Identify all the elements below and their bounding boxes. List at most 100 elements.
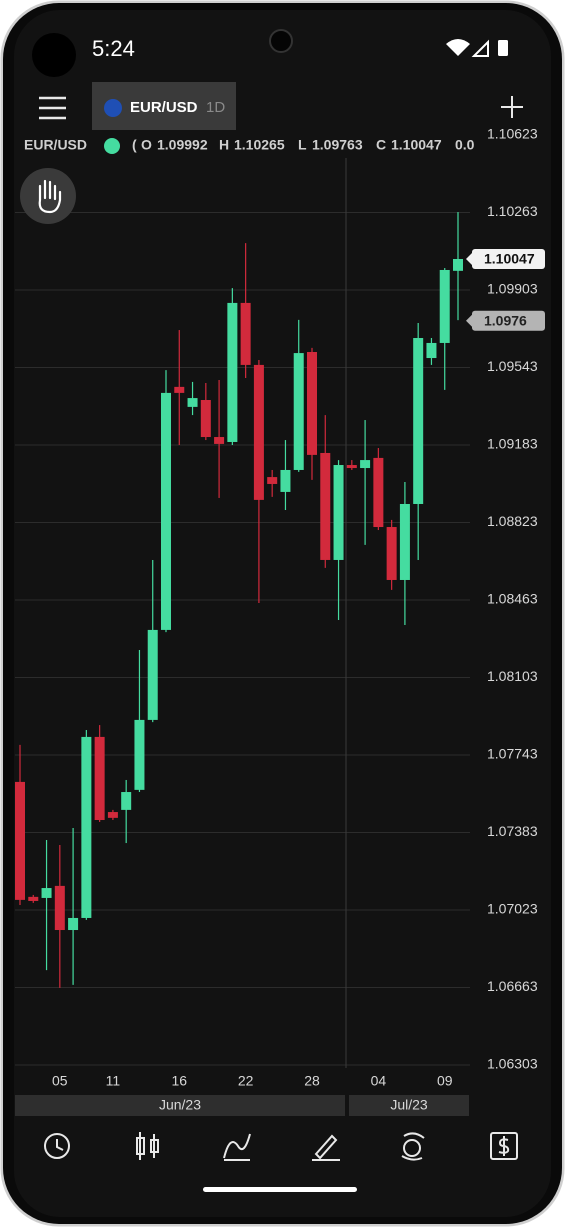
candle-body [267, 477, 278, 484]
tab-interval: 1D [206, 99, 225, 116]
price-tag-label: 1.10047 [484, 251, 535, 267]
candle-body [280, 469, 291, 492]
camera-cutout [32, 33, 76, 77]
screen [14, 10, 551, 1217]
price-tag [472, 249, 545, 269]
legend-item: 1.10047 [391, 137, 442, 153]
candle-body [293, 353, 304, 470]
candle-body [399, 503, 410, 580]
exchange-arrows [401, 1132, 425, 1161]
candle-body [439, 269, 450, 343]
price-tag-arrow [466, 253, 472, 265]
dollar-sign [498, 1136, 510, 1156]
candle-body [187, 398, 198, 407]
history-button[interactable] [44, 1133, 70, 1159]
candle-body [386, 527, 397, 580]
status-icons [446, 39, 508, 57]
x-tick-label: 09 [437, 1073, 453, 1089]
y-tick-label: 1.06663 [487, 978, 538, 994]
status-time: 5:24 [92, 36, 135, 61]
candle-body [174, 386, 185, 393]
account-button[interactable] [490, 1132, 518, 1160]
x-tick-label: 11 [106, 1073, 121, 1089]
candle-body [253, 364, 264, 500]
coin-icon [403, 1139, 421, 1157]
signal-icon [471, 39, 489, 57]
price-tag [472, 310, 545, 331]
legend-item: ( [132, 137, 137, 153]
candle-body [15, 781, 25, 900]
candle-body [333, 465, 344, 560]
candle-body [161, 392, 171, 630]
candle-body [360, 460, 371, 469]
legend-item: O [141, 137, 152, 153]
y-tick-label: 1.09903 [487, 281, 538, 297]
chart-type-button[interactable] [136, 1132, 159, 1160]
symbol-tab[interactable]: EUR/USD 1D [92, 82, 236, 130]
legend-item: C [376, 137, 386, 153]
candle-body [426, 342, 437, 359]
eu-flag [104, 99, 122, 117]
price-tag-arrow [466, 314, 472, 327]
x-tick-label: 04 [371, 1073, 387, 1089]
y-tick-label: 1.09183 [487, 436, 538, 452]
legend-item: H [219, 137, 229, 153]
y-tick-label: 1.06303 [487, 1056, 538, 1072]
plot-area: 1.10623 1.10263 1.09903 1.09543 1.09183 1.088… [15, 126, 545, 1116]
tab-symbol: EUR/USD [130, 99, 198, 116]
candle-body [240, 302, 251, 365]
candle-body [147, 629, 158, 720]
candle-body [107, 812, 118, 818]
hand-icon [38, 179, 62, 214]
drag-button-bg [20, 168, 76, 224]
front-camera [269, 29, 293, 53]
candle-body [320, 452, 331, 560]
trade-button[interactable] [401, 1132, 425, 1161]
legend-dot [104, 138, 120, 154]
month-label: Jul/23 [390, 1097, 428, 1113]
draw-button[interactable] [312, 1134, 340, 1161]
candle-body [200, 400, 211, 438]
candle-body [134, 719, 145, 790]
candle-body [81, 736, 92, 918]
y-tick-label: 1.07023 [487, 901, 538, 917]
candle-body [373, 457, 384, 528]
y-tick-label: 1.10263 [487, 203, 538, 219]
pencil-icon [312, 1134, 340, 1161]
month-band [15, 1095, 345, 1116]
candle-body [54, 885, 65, 931]
y-tick-label: 1.08823 [487, 513, 538, 529]
legend-item: 1.09992 [157, 137, 208, 153]
legend-item: 1.09763 [312, 137, 363, 153]
menu-button[interactable] [39, 96, 66, 120]
candle-wicks [139, 1132, 155, 1160]
month-band [349, 1095, 469, 1116]
legend-symbol: EUR/USD [24, 137, 87, 153]
legend-item: 0.0 [455, 137, 475, 153]
candle-body [41, 888, 52, 898]
clock-icon [44, 1133, 70, 1159]
add-button[interactable] [501, 96, 523, 118]
y-tick-label: 1.08463 [487, 591, 538, 607]
month-label: Jun/23 [159, 1097, 201, 1113]
legend-bg [15, 134, 475, 158]
x-tick-label: 28 [304, 1073, 320, 1089]
legend-item: 1.10265 [234, 137, 285, 153]
y-tick-label: 1.09543 [487, 358, 538, 374]
y-tick-label: 1.08103 [487, 668, 538, 684]
candle-body [121, 792, 132, 810]
clock-hands [56, 1139, 64, 1151]
account-icon [490, 1132, 518, 1160]
indicators-button[interactable] [223, 1133, 251, 1161]
y-tick-label: 1.07383 [487, 823, 538, 839]
candle-body [227, 302, 238, 442]
candle-body [68, 917, 79, 931]
drag-button[interactable] [20, 168, 76, 224]
x-tick-label: 16 [171, 1073, 187, 1089]
candle-body [346, 465, 357, 469]
y-tick-label: 1.07743 [487, 746, 538, 762]
candle-body [307, 352, 317, 455]
ohlc-legend: EUR/USD (O 1.09992 H 1.10265 L 1.09763 C 1.10047… [15, 134, 475, 158]
candle-body [28, 896, 39, 901]
